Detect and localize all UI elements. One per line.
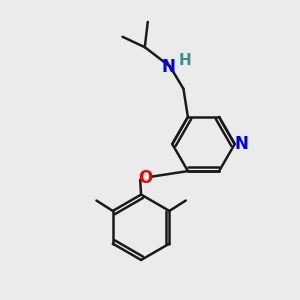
Text: O: O xyxy=(138,169,153,187)
Text: N: N xyxy=(162,58,176,76)
Text: N: N xyxy=(234,135,248,153)
Text: H: H xyxy=(178,53,191,68)
